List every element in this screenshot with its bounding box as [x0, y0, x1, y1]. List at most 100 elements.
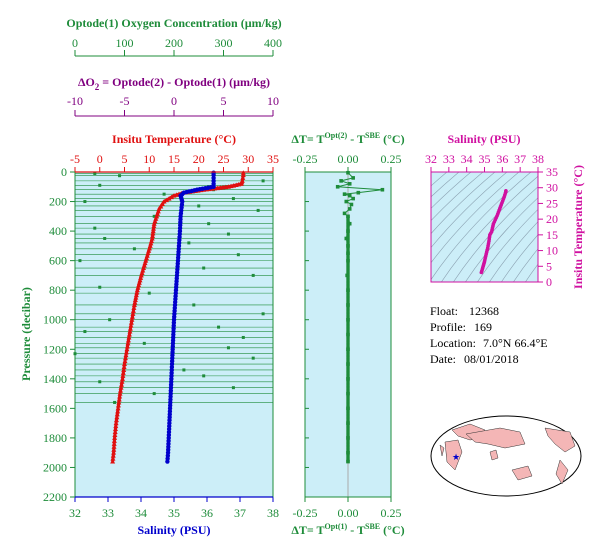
temp-series-point — [113, 423, 119, 429]
temperature-ticks: -5 0 5 10 15 20 25 30 35 — [70, 152, 279, 172]
world-map: ★ — [430, 415, 582, 497]
temp-series-point — [126, 332, 132, 337]
temp-series-point — [132, 297, 138, 303]
delta-t-point — [346, 459, 350, 464]
delta-o2-point — [118, 174, 122, 178]
ts-contour — [431, 172, 460, 198]
delta-o2-point — [261, 312, 265, 316]
delta-o2-point — [98, 285, 102, 289]
delta-o2-point — [93, 171, 97, 175]
salinity-tick-label: 34 — [135, 506, 147, 520]
temp-series-point — [114, 414, 120, 420]
ts-temperature-title: Insitu Temperature (°C) — [571, 165, 585, 289]
temp-series-point — [169, 194, 175, 200]
delta-t-point — [344, 199, 349, 204]
temperature-tick-label: -5 — [70, 152, 80, 166]
temperature-tick-label: 0 — [97, 152, 103, 166]
delta-o2-point — [251, 273, 255, 277]
temp-series-point — [120, 370, 126, 375]
delta-o2-tick-label: -5 — [120, 94, 130, 108]
temp-series-point — [130, 308, 136, 313]
pressure-tick-label: 1800 — [43, 431, 67, 445]
ts-temperature-tick-label: 5 — [546, 259, 552, 273]
ts-temperature-tick-label: 30 — [546, 181, 558, 195]
delta-o2-point — [187, 241, 191, 245]
pressure-tick-label: 800 — [49, 283, 67, 297]
temp-series-point — [111, 447, 117, 452]
ts-temperature-tick-label: 10 — [546, 244, 558, 258]
temp-series-point — [138, 275, 144, 280]
delta-o2-point — [142, 341, 146, 345]
temp-series-point — [117, 391, 123, 396]
ts-contour — [431, 172, 508, 249]
delta-o2-point — [192, 303, 196, 307]
temp-series-point — [144, 255, 150, 261]
delta-t-point — [356, 190, 361, 195]
temp-series-point — [141, 263, 147, 268]
delta-o2-point — [226, 346, 230, 350]
temp-series-point — [125, 340, 131, 346]
temp-series-point — [113, 420, 119, 426]
temp-series-point — [123, 349, 129, 355]
delta-o2-point — [256, 208, 260, 212]
temp-series-point — [127, 329, 133, 334]
temp-series-point — [135, 285, 141, 290]
pressure-ticks: 0 200 400 600 800 1000 1200 1400 1600 1800 2000 220… — [43, 165, 75, 504]
temp-series-point — [112, 435, 118, 440]
ts-temperature-tick-label: 15 — [546, 228, 558, 242]
temp-series-point — [122, 355, 128, 361]
temp-series-point — [123, 352, 129, 358]
temp-series-point — [134, 290, 140, 295]
delta-o2-point — [231, 197, 235, 201]
temp-series-point — [116, 397, 122, 402]
salinity-tick-label: 37 — [234, 506, 246, 520]
pressure-tick-label: 2000 — [43, 460, 67, 474]
delta-o2-point — [202, 266, 206, 270]
location-value: 7.0°N 66.4°E — [483, 336, 548, 350]
temp-series-point — [150, 233, 156, 239]
temp-series-point — [240, 175, 246, 180]
ts-contour — [453, 186, 538, 282]
delta-t-tick-label: -0.25 — [293, 506, 318, 520]
temp-series-point — [121, 364, 127, 369]
delta-t-point — [349, 202, 354, 207]
float-label: Float: — [430, 304, 458, 318]
date-value: 08/01/2018 — [464, 352, 519, 366]
delta-o2-point — [251, 356, 255, 360]
temperature-tick-label: 25 — [218, 152, 230, 166]
temp-series-point — [118, 388, 124, 393]
delta-o2-point — [182, 368, 186, 372]
float-info: Float: 12368 Profile: 169 Location: 7.0°… — [430, 304, 548, 366]
ts-contour — [431, 172, 448, 187]
temp-series-point — [119, 382, 125, 387]
temp-series-point — [142, 260, 148, 266]
delta-t-panel: ΔT= TOpt(2) - TSBE (°C) -0.25 0.00 0.25 -0… — [291, 131, 404, 537]
ts-point — [479, 270, 484, 275]
temp-series-point — [149, 238, 155, 243]
oxygen-tick-label: 400 — [264, 36, 282, 50]
temp-series-point — [113, 417, 119, 423]
delta-o2-point — [103, 236, 107, 240]
delta-o2-point — [162, 192, 166, 196]
delta-t-series — [335, 170, 385, 464]
oxygen-tick-label: 200 — [165, 36, 183, 50]
temperature-tick-label: 20 — [193, 152, 205, 166]
delta-t-top-ticks: -0.25 0.00 0.25 — [293, 152, 402, 172]
ts-contour — [431, 172, 496, 235]
delta-t-top-title: ΔT= TOpt(2) - TSBE (°C) — [291, 131, 404, 146]
float-value: 12368 — [469, 304, 499, 318]
delta-o2-point — [197, 204, 201, 208]
delta-o2-axis-title: ΔO2 = Optode(2) - Optode(1) (µm/kg) — [78, 75, 270, 92]
temp-series-point — [115, 405, 121, 411]
salinity-tick-label: 38 — [267, 506, 279, 520]
temp-series-point — [144, 253, 150, 258]
ts-contour — [513, 248, 538, 282]
delta-t-panel-frame — [304, 171, 392, 498]
delta-o2-tick-label: 0 — [171, 94, 177, 108]
temp-series-point — [120, 373, 126, 378]
ts-contour — [431, 172, 532, 281]
temp-series-point — [171, 193, 177, 198]
delta-o2-point — [241, 335, 245, 339]
ts-contour — [431, 172, 472, 209]
temp-series-point — [139, 270, 145, 275]
